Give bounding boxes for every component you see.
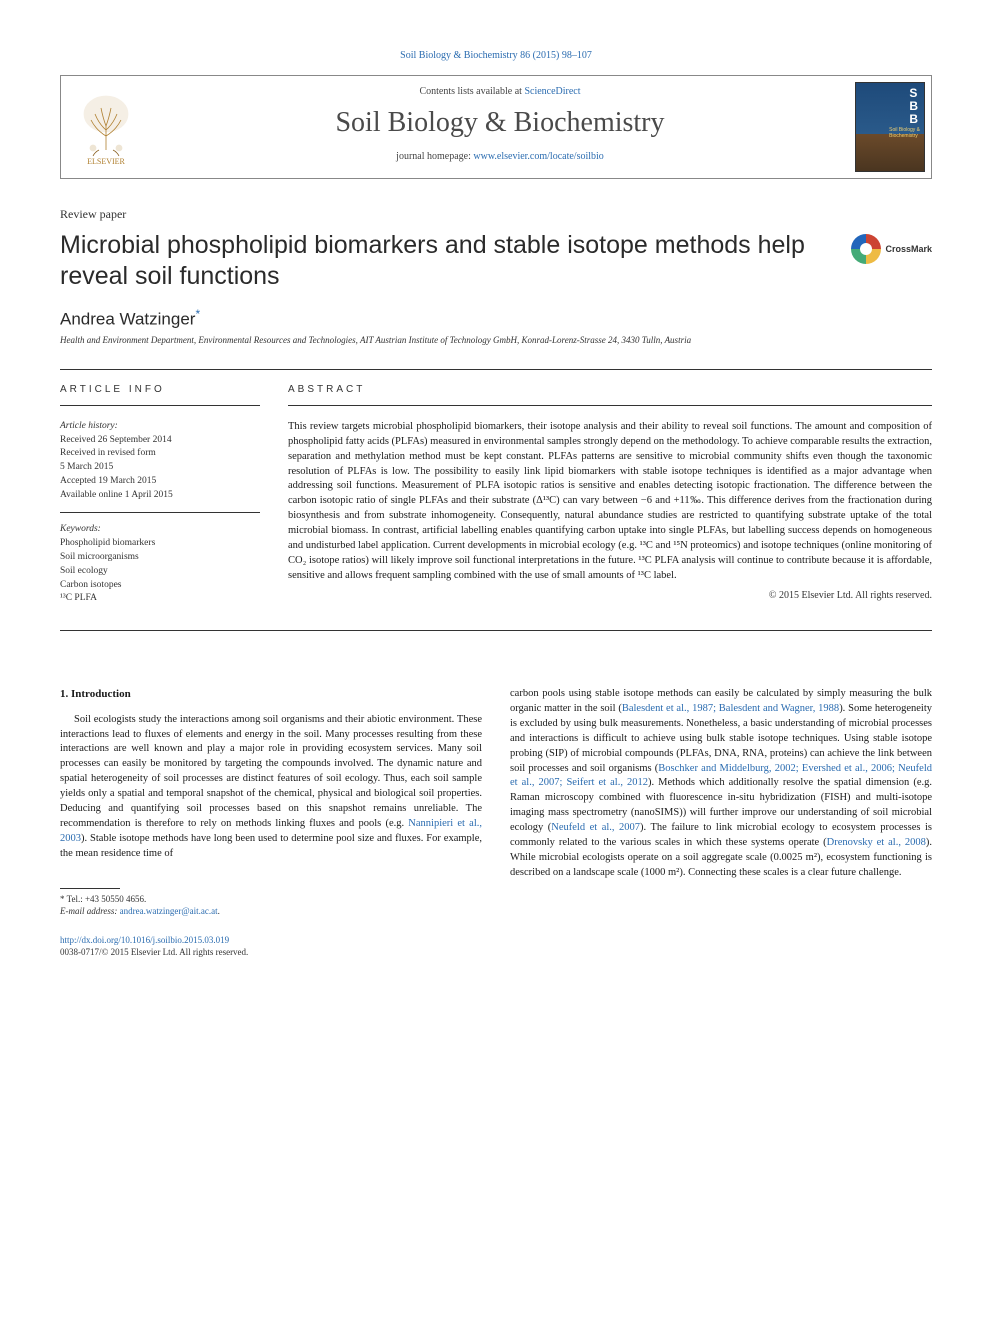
journal-cover-thumbnail <box>855 82 925 172</box>
body-paragraph: Soil ecologists study the interactions a… <box>60 713 482 862</box>
page-container: Soil Biology & Biochemistry 86 (2015) 98… <box>0 0 992 999</box>
svg-text:ELSEVIER: ELSEVIER <box>87 157 125 166</box>
author-text: Andrea Watzinger <box>60 309 195 328</box>
email-label: E-mail address: <box>60 906 120 916</box>
keywords-label: Keywords: <box>60 523 260 537</box>
history-label: Article history: <box>60 420 260 434</box>
info-heading: ARTICLE INFO <box>60 384 260 395</box>
citation-link[interactable]: Balesdent et al., 1987; Balesdent and Wa… <box>622 703 839 714</box>
footnote-tel: * Tel.: +43 50550 4656. <box>60 893 482 906</box>
tel-value: +43 50550 4656. <box>85 894 146 904</box>
body-text: Soil ecologists study the interactions a… <box>60 714 482 829</box>
header-center: Contents lists available at ScienceDirec… <box>151 76 849 178</box>
abstract-text: This review targets microbial phospholip… <box>288 420 932 584</box>
info-abstract-row: ARTICLE INFO Article history: Received 2… <box>60 384 932 616</box>
mid-divider <box>60 630 932 631</box>
abstract-heading: ABSTRACT <box>288 384 932 395</box>
body-columns: 1. Introduction Soil ecologists study th… <box>60 687 932 918</box>
doi-link[interactable]: http://dx.doi.org/10.1016/j.soilbio.2015… <box>60 935 229 945</box>
article-type: Review paper <box>60 207 932 222</box>
keyword: Phospholipid biomarkers <box>60 537 260 551</box>
email-link[interactable]: andrea.watzinger@ait.ac.at <box>120 906 218 916</box>
page-footer: http://dx.doi.org/10.1016/j.soilbio.2015… <box>60 934 932 959</box>
contents-available-line: Contents lists available at ScienceDirec… <box>163 86 837 97</box>
keyword: Soil ecology <box>60 565 260 579</box>
author-corresponding-mark: * <box>195 307 200 321</box>
crossmark-label: CrossMark <box>885 244 932 254</box>
crossmark-badge[interactable]: CrossMark <box>851 234 932 264</box>
abstract-copyright: © 2015 Elsevier Ltd. All rights reserved… <box>288 590 932 601</box>
contents-prefix: Contents lists available at <box>419 86 524 97</box>
body-column-right: carbon pools using stable isotope method… <box>510 687 932 918</box>
homepage-prefix: journal homepage: <box>396 151 473 162</box>
sciencedirect-link[interactable]: ScienceDirect <box>524 86 580 97</box>
info-top-rule <box>60 405 260 406</box>
homepage-link[interactable]: www.elsevier.com/locate/soilbio <box>473 151 603 162</box>
top-divider <box>60 369 932 370</box>
author-name: Andrea Watzinger* <box>60 307 932 330</box>
history-line: Available online 1 April 2015 <box>60 489 260 503</box>
email-suffix: . <box>218 906 220 916</box>
journal-header-box: ELSEVIER Contents lists available at Sci… <box>60 75 932 179</box>
citation-link[interactable]: Drenovsky et al., 2008 <box>827 837 926 848</box>
cover-thumb-cell <box>849 76 931 178</box>
body-paragraph: carbon pools using stable isotope method… <box>510 687 932 881</box>
history-line: Received in revised form <box>60 447 260 461</box>
elsevier-tree-logo: ELSEVIER <box>71 88 141 166</box>
intro-heading: 1. Introduction <box>60 687 482 703</box>
publisher-logo-cell: ELSEVIER <box>61 76 151 178</box>
author-affiliation: Health and Environment Department, Envir… <box>60 335 932 347</box>
footnote-separator <box>60 888 120 889</box>
article-title: Microbial phospholipid biomarkers and st… <box>60 230 840 293</box>
history-line: Received 26 September 2014 <box>60 434 260 448</box>
homepage-line: journal homepage: www.elsevier.com/locat… <box>163 151 837 162</box>
crossmark-icon <box>851 234 881 264</box>
keyword: ¹³C PLFA <box>60 592 260 606</box>
citation-link[interactable]: Neufeld et al., 2007 <box>551 822 640 833</box>
keywords-block: Keywords: Phospholipid biomarkers Soil m… <box>60 523 260 606</box>
journal-title: Soil Biology & Biochemistry <box>163 107 837 139</box>
history-line: 5 March 2015 <box>60 461 260 475</box>
keyword: Soil microorganisms <box>60 551 260 565</box>
title-row: Microbial phospholipid biomarkers and st… <box>60 230 932 293</box>
footnote-email: E-mail address: andrea.watzinger@ait.ac.… <box>60 905 482 918</box>
corresponding-footnote: * Tel.: +43 50550 4656. E-mail address: … <box>60 893 482 918</box>
abstract-column: ABSTRACT This review targets microbial p… <box>288 384 932 616</box>
article-info-column: ARTICLE INFO Article history: Received 2… <box>60 384 260 616</box>
history-line: Accepted 19 March 2015 <box>60 475 260 489</box>
keyword: Carbon isotopes <box>60 579 260 593</box>
issn-copyright: 0038-0717/© 2015 Elsevier Ltd. All right… <box>60 946 932 959</box>
body-text: ). Stable isotope methods have long been… <box>60 833 482 859</box>
tel-label: * Tel.: <box>60 894 85 904</box>
article-history-block: Article history: Received 26 September 2… <box>60 420 260 514</box>
abstract-top-rule <box>288 405 932 406</box>
top-reference: Soil Biology & Biochemistry 86 (2015) 98… <box>60 50 932 61</box>
body-column-left: 1. Introduction Soil ecologists study th… <box>60 687 482 918</box>
